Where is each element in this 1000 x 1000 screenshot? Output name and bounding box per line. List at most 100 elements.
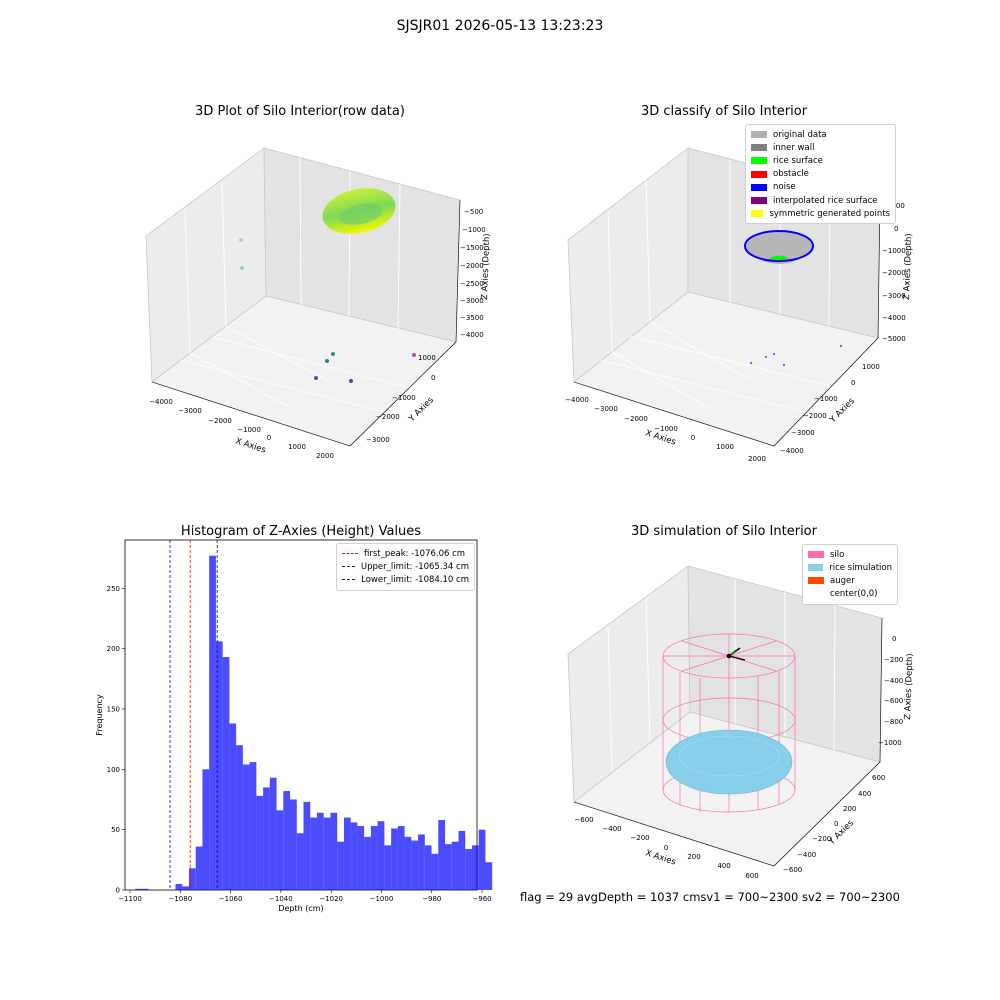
- histogram-bar: [404, 836, 412, 890]
- legend-item: Lower_limit: -1084.10 cm: [342, 573, 469, 586]
- legend-item: obstacle: [751, 168, 890, 181]
- plot2-ztick: 0: [894, 225, 898, 233]
- histogram-bar: [269, 777, 277, 890]
- plot2-ztick: −4000: [882, 314, 906, 322]
- plot4-ztick: 0: [892, 635, 896, 643]
- plot2-ytick: 0: [851, 379, 855, 387]
- histogram-bar: [364, 836, 371, 890]
- histogram-bar: [195, 846, 203, 890]
- plot1-xtick: −1000: [237, 426, 261, 434]
- plot2-xtick: −2000: [624, 415, 648, 423]
- histogram-bar: [471, 845, 479, 890]
- legend-swatch: [751, 144, 767, 152]
- plot4-xlabel: X Axies: [644, 848, 677, 867]
- histogram-bar: [465, 848, 472, 890]
- plot2-xtick: −3000: [594, 405, 618, 413]
- x-tick-label: −960: [472, 895, 491, 903]
- histogram-bar: [276, 810, 284, 890]
- plot4-xtick: 600: [745, 872, 758, 880]
- histogram-bar: [256, 795, 264, 890]
- legend-swatch: [751, 210, 764, 218]
- legend-item: Upper_limit: -1065.34 cm: [342, 560, 469, 573]
- plot1-xtick: −3000: [178, 407, 202, 415]
- histogram-bar: [431, 853, 439, 890]
- plot4-xtick: 0: [664, 844, 668, 852]
- histogram-bar: [370, 826, 378, 890]
- plot4-ytick: 400: [858, 790, 871, 798]
- histogram-title: Histogram of Z-Axies (Height) Values: [180, 524, 422, 539]
- plot4-ytick: 200: [843, 805, 856, 813]
- plot2-xtick: 0: [691, 434, 695, 442]
- legend-item: rice simulation: [808, 561, 892, 574]
- histogram-bar: [175, 883, 183, 890]
- plot2-ytick: −4000: [780, 447, 804, 455]
- legend-swatch: [808, 577, 824, 585]
- y-tick-label: 50: [111, 826, 120, 834]
- plot1-ztick: −500: [464, 208, 483, 216]
- histogram-ylabel: Frequency: [95, 694, 104, 736]
- plot1-ztick: −1500: [460, 244, 484, 252]
- histogram-bar: [330, 812, 338, 890]
- histogram-bar: [323, 817, 331, 890]
- legend-swatch: [751, 197, 767, 205]
- legend-swatch: [808, 564, 824, 572]
- histogram-bar: [343, 817, 351, 890]
- histogram-bar: [316, 812, 324, 890]
- histogram-reference-lines: [169, 540, 218, 890]
- legend-swatch: [808, 591, 824, 598]
- histogram-bar: [485, 862, 493, 890]
- histogram-bar: [384, 845, 392, 890]
- legend-line: [342, 566, 355, 568]
- histogram-bar: [337, 841, 344, 890]
- plot2-xtick: −1000: [654, 425, 678, 433]
- histogram-bar: [141, 888, 149, 890]
- plot4-ztick: −800: [884, 718, 903, 726]
- histogram-xlabel: Depth (cm): [278, 904, 323, 913]
- plot4-title: 3D simulation of Silo Interior: [631, 524, 817, 539]
- histogram-bar: [242, 764, 250, 890]
- plot2-ytick: 1000: [862, 363, 880, 371]
- histogram-x-ticks: −1100 −1080 −1060 −1040 −1020 −1000 −980 −960: [118, 890, 492, 903]
- plot1-xtick: 1000: [288, 443, 306, 451]
- plot1-ytick: 0: [431, 374, 435, 382]
- legend-item: inner wall: [751, 141, 890, 154]
- histogram-bar: [182, 886, 189, 890]
- plot2-zlabel: Z Axies (Depth): [902, 233, 914, 300]
- histogram-bar: [229, 723, 237, 890]
- plot2-title: 3D classify of Silo Interior: [640, 104, 808, 119]
- histogram-bar: [418, 834, 425, 890]
- legend-swatch: [751, 131, 767, 139]
- histogram-bar: [249, 762, 257, 890]
- histogram-y-ticks: 0 50 100 150 200 250: [107, 585, 125, 895]
- histogram-bar: [215, 641, 223, 890]
- y-tick-label: 100: [107, 766, 120, 774]
- plot4-xtick: 200: [687, 853, 700, 861]
- plot1-ztick: −4000: [460, 331, 484, 339]
- plot4-xtick: −200: [630, 834, 649, 842]
- stats-footer: flag = 29 avgDepth = 1037 cmsv1 = 700~23…: [520, 890, 900, 904]
- histogram-bar: [391, 828, 398, 890]
- plot4-legend: silo rice simulation auger center(0,0): [802, 544, 898, 605]
- x-tick-label: −1040: [269, 895, 293, 903]
- plot2-xtick: 1000: [716, 443, 734, 451]
- legend-line: [342, 553, 358, 555]
- plot1-ztick: −1000: [462, 226, 486, 234]
- histogram-bar: [135, 888, 142, 890]
- plot1-xtick: −2000: [208, 417, 232, 425]
- histogram-bar: [236, 745, 243, 890]
- scatter-points: [239, 238, 416, 383]
- plot4-ytick: −200: [812, 835, 831, 843]
- plot1-zlabel: Z Axies (Depth): [480, 233, 492, 300]
- plot1-ticks: −4000 −3000 −2000 −1000 0 1000 2000 1000…: [149, 208, 486, 460]
- plot1-ztick: −2500: [460, 280, 484, 288]
- plot2-ztick: −3000: [882, 292, 906, 300]
- histogram-bar: [424, 845, 432, 890]
- plot1-title: 3D Plot of Silo Interior(row data): [195, 104, 405, 119]
- histogram-bar: [377, 821, 385, 890]
- histogram-bar: [310, 817, 317, 890]
- plot4-zlabel: Z Axies (Depth): [903, 653, 915, 720]
- y-tick-label: 0: [116, 887, 120, 895]
- x-tick-label: −1080: [168, 895, 192, 903]
